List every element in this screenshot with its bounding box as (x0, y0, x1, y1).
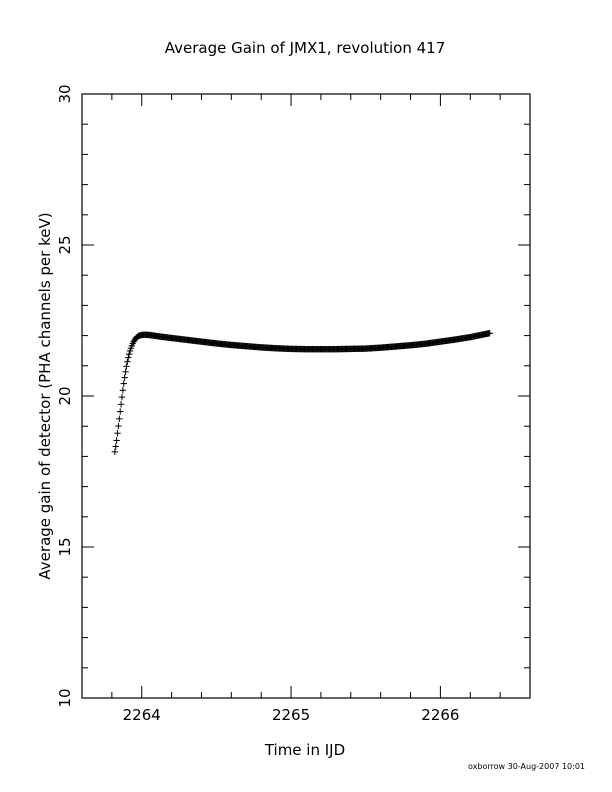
plot-frame (81, 93, 531, 699)
chart-title: Average Gain of JMX1, revolution 417 (165, 39, 446, 57)
data-point-marker (113, 437, 120, 444)
y-tick-label: 15 (56, 537, 74, 556)
data-point-marker (125, 350, 133, 358)
data-point-marker (117, 408, 124, 415)
data-point-marker (122, 368, 129, 375)
data-point-marker (125, 354, 132, 361)
y-tick-label: 20 (56, 386, 74, 405)
data-point-marker (111, 448, 119, 456)
x-tick-label: 2264 (123, 706, 161, 724)
data-point-marker (117, 401, 125, 408)
data-point-marker (116, 415, 123, 422)
data-point-marker (119, 387, 127, 394)
y-axis-ticks: 10 15 20 25 30 (56, 84, 530, 708)
y-tick-label: 30 (56, 84, 74, 103)
data-point-marker (115, 422, 122, 430)
data-point-marker (124, 358, 131, 365)
data-point-marker (112, 443, 119, 450)
x-axis-label: Time in IJD (264, 741, 345, 759)
y-tick-label: 25 (56, 235, 74, 254)
x-tick-label: 2265 (272, 706, 310, 724)
data-point-marker (121, 374, 128, 381)
data-point-marker (114, 430, 121, 437)
data-point-marker (120, 380, 127, 387)
y-tick-label: 10 (56, 688, 74, 707)
gain-series-markers (111, 329, 493, 456)
x-axis-ticks: 2264 2265 2266 (111, 94, 531, 724)
data-point-marker (126, 347, 134, 355)
data-point-marker (118, 393, 126, 401)
footer-stamp: oxborrow 30-Aug-2007 10:01 (468, 762, 585, 771)
y-axis-label: Average gain of detector (PHA channels p… (36, 212, 54, 579)
data-point-marker (123, 363, 130, 370)
data-point-marker (486, 329, 493, 337)
x-tick-label: 2266 (421, 706, 459, 724)
